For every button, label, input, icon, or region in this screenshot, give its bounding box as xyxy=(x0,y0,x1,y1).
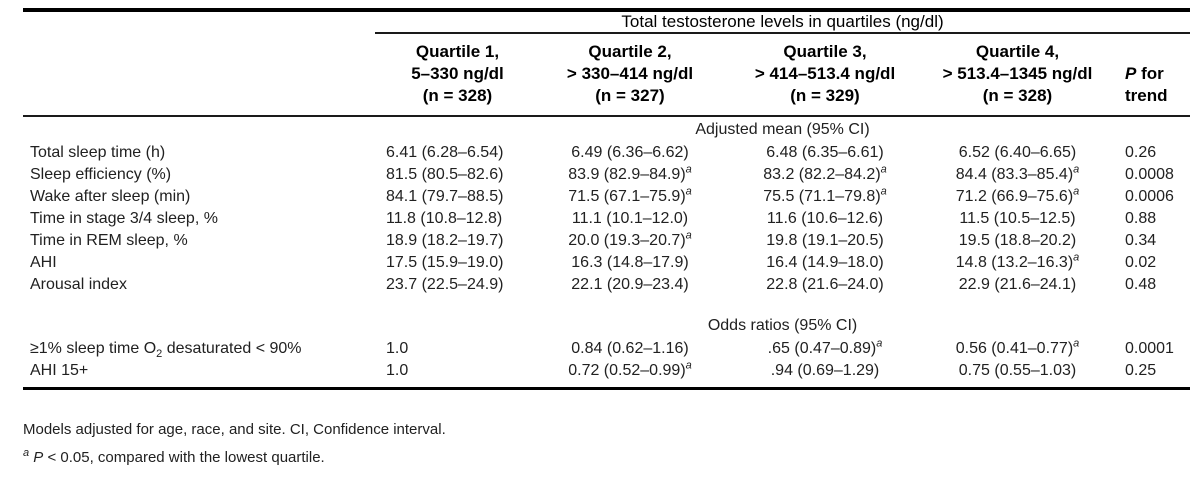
value-cell: 14.8 (13.2–16.3)a xyxy=(955,251,1080,271)
value-cell: 18.9 (18.2–19.7) xyxy=(386,232,504,249)
row-label: Arousal index xyxy=(30,276,127,293)
p-value-cell: 0.34 xyxy=(1125,232,1157,249)
table-row: Wake after sleep (min) 84.1 (79.7–88.5) 71… xyxy=(23,186,1190,208)
value-cell: 22.8 (21.6–24.0) xyxy=(766,276,884,293)
value-cell: 22.1 (20.9–23.4) xyxy=(571,276,689,293)
section-header: Odds ratios (95% CI) xyxy=(707,317,858,334)
table-row: Time in REM sleep, % 18.9 (18.2–19.7) 20.0… xyxy=(23,230,1190,252)
value-cell: 16.4 (14.9–18.0) xyxy=(766,254,884,271)
value-cell: .94 (0.69–1.29) xyxy=(720,360,930,390)
table-row: ≥1% sleep time O2 desaturated < 90% 1.0 0.… xyxy=(23,338,1190,360)
value-cell: 81.5 (80.5–82.6) xyxy=(386,166,504,183)
value-cell: 84.1 (79.7–88.5) xyxy=(386,188,504,205)
value-cell: 17.5 (15.9–19.0) xyxy=(386,254,504,271)
p-value-cell: 0.26 xyxy=(1125,144,1157,161)
table-row: AHI 15+ 1.0 0.72 (0.52–0.99)a .94 (0.69–1.2… xyxy=(23,360,1191,390)
value-cell: 0.72 (0.52–0.99)a xyxy=(540,360,720,390)
p-value-cell: 0.25 xyxy=(1105,360,1191,390)
row-label: Wake after sleep (min) xyxy=(30,188,191,205)
value-cell: 0.75 (0.55–1.03) xyxy=(930,360,1105,390)
spanner-spacer xyxy=(23,10,375,33)
value-cell: 20.0 (19.3–20.7)a xyxy=(568,229,692,249)
footnote: Models adjusted for age, race, and site.… xyxy=(23,421,446,438)
section-row: Adjusted mean (95% CI) xyxy=(23,116,1190,142)
value-cell: 11.1 (10.1–12.0) xyxy=(571,210,689,227)
value-cell: 83.9 (82.9–84.9)a xyxy=(568,163,692,183)
row-label: Time in REM sleep, % xyxy=(30,232,188,249)
quartile-column-header: Quartile 2, > 330–414 ng/dl (n = 327) xyxy=(540,33,720,117)
value-cell: 6.41 (6.28–6.54) xyxy=(386,144,504,161)
footnotes: Models adjusted for age, race, and site.… xyxy=(23,420,446,476)
row-label: AHI 15+ xyxy=(23,360,375,390)
section-spacer xyxy=(23,116,375,142)
table-title: Total testosterone levels in quartiles (… xyxy=(375,10,1191,34)
table-head: Total testosterone levels in quartiles (… xyxy=(23,10,1191,117)
value-cell: 71.5 (67.1–75.9)a xyxy=(568,185,692,205)
p-value-cell: 0.0008 xyxy=(1125,166,1174,183)
value-cell: 11.8 (10.8–12.8) xyxy=(386,210,503,227)
section-row: Odds ratios (95% CI) xyxy=(23,296,1190,338)
value-cell: 22.9 (21.6–24.1) xyxy=(958,276,1077,293)
quartile-column-header: Quartile 4, > 513.4–1345 ng/dl (n = 328) xyxy=(930,33,1105,117)
value-cell: 0.84 (0.62–1.16) xyxy=(571,340,689,357)
value-cell: 1.0 xyxy=(375,360,540,390)
p-value-cell: 0.0006 xyxy=(1125,188,1174,205)
p-value-cell: 0.48 xyxy=(1125,276,1157,293)
value-cell: 0.56 (0.41–0.77)a xyxy=(955,337,1080,357)
p-for-trend-header: P for trend xyxy=(1105,33,1191,117)
table-row: Time in stage 3/4 sleep, % 11.8 (10.8–12.… xyxy=(23,208,1190,230)
p-value-cell: 0.02 xyxy=(1125,254,1157,271)
row-label-header xyxy=(23,33,375,117)
spanner-row: Total testosterone levels in quartiles (… xyxy=(23,10,1191,34)
p-value-cell: 0.88 xyxy=(1125,210,1157,227)
value-cell: 6.48 (6.35–6.61) xyxy=(766,144,884,161)
value-cell: 84.4 (83.3–85.4)a xyxy=(955,163,1080,183)
value-cell: 71.2 (66.9–75.6)a xyxy=(955,185,1080,205)
column-header-row: Quartile 1, 5–330 ng/dl (n = 328) Quartile … xyxy=(23,33,1191,117)
value-cell: 11.5 (10.5–12.5) xyxy=(959,210,1076,227)
value-cell: 19.5 (18.8–20.2) xyxy=(958,232,1077,249)
value-cell: 11.6 (10.6–12.6) xyxy=(766,210,884,227)
row-label: ≥1% sleep time O2 desaturated < 90% xyxy=(30,340,302,361)
row-label: Sleep efficiency (%) xyxy=(30,166,172,183)
value-cell: 1.0 xyxy=(386,340,409,357)
table-row: Total sleep time (h) 6.41 (6.28–6.54) 6.49… xyxy=(23,142,1190,164)
value-cell: 16.3 (14.8–17.9) xyxy=(571,254,689,271)
row-label: Time in stage 3/4 sleep, % xyxy=(30,210,218,227)
p-value-cell: 0.0001 xyxy=(1125,340,1174,357)
value-cell: 19.8 (19.1–20.5) xyxy=(766,232,884,249)
results-table: Total testosterone levels in quartiles (… xyxy=(23,8,1191,390)
value-cell: 83.2 (82.2–84.2)a xyxy=(763,163,887,183)
section-header: Adjusted mean (95% CI) xyxy=(695,121,870,138)
quartile-column-header: Quartile 1, 5–330 ng/dl (n = 328) xyxy=(375,33,540,117)
value-cell: 6.49 (6.36–6.62) xyxy=(571,144,689,161)
value-cell: 23.7 (22.5–24.9) xyxy=(386,276,504,293)
table-body: Adjusted mean (95% CI) Total sleep time (… xyxy=(23,116,1191,390)
value-cell: .65 (0.47–0.89)a xyxy=(767,337,883,357)
value-cell: 6.52 (6.40–6.65) xyxy=(958,144,1077,161)
quartile-column-header: Quartile 3, > 414–513.4 ng/dl (n = 329) xyxy=(720,33,930,117)
row-label: Total sleep time (h) xyxy=(30,144,166,161)
footnote: a P < 0.05, compared with the lowest qua… xyxy=(23,447,325,467)
section-spacer xyxy=(23,296,375,338)
table-row: AHI 17.5 (15.9–19.0) 16.3 (14.8–17.9) 16.4 … xyxy=(23,252,1190,274)
value-cell: 75.5 (71.1–79.8)a xyxy=(763,185,887,205)
table-row: Sleep efficiency (%) 81.5 (80.5–82.6) 83.9… xyxy=(23,164,1190,186)
table-row: Arousal index 23.7 (22.5–24.9) 22.1 (20.9–… xyxy=(23,274,1190,296)
row-label: AHI xyxy=(30,254,57,271)
